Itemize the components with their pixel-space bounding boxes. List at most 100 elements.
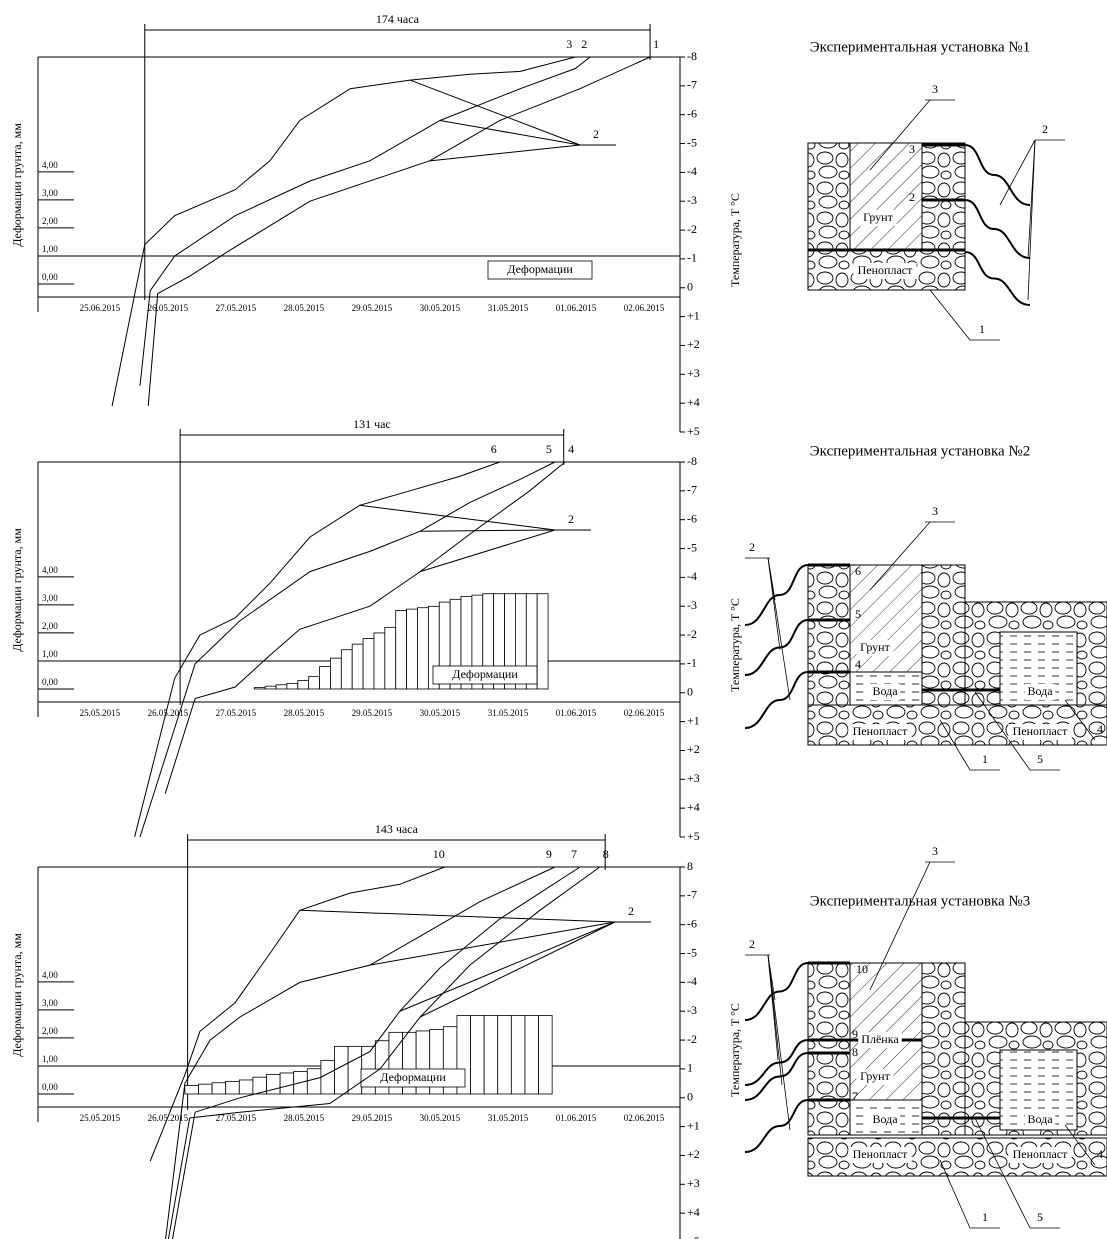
leader	[869, 861, 931, 991]
diagram-label: 2	[1042, 122, 1048, 136]
y2-tick-label: -6	[687, 106, 697, 120]
y2-tick-label: +2	[687, 337, 700, 351]
series-label: 2	[581, 37, 587, 51]
diagram-label: 2	[909, 190, 915, 204]
x-tick-label: 29.05.2015	[352, 303, 393, 313]
y2-tick-label: -3	[687, 598, 697, 612]
y2-tick-label: -1	[687, 656, 697, 670]
y-tick-label: 2,00	[42, 621, 58, 631]
deformation-bar	[279, 1072, 295, 1095]
y-tick-label: 2,00	[42, 1026, 58, 1036]
y2-tick-label: -2	[687, 1032, 697, 1046]
pointer-line	[419, 921, 616, 1018]
y2-tick-label: 0	[687, 685, 693, 699]
series-label: 10	[433, 847, 445, 861]
y2-axis-title: Температура, T °C	[728, 598, 742, 692]
y2-tick-label: +4	[687, 395, 700, 409]
deformation-bar	[198, 1083, 213, 1095]
y2-tick-label: -5	[687, 540, 697, 554]
x-tick-label: 27.05.2015	[216, 708, 257, 718]
series-label: 9	[546, 847, 552, 861]
x-tick-label: 30.05.2015	[420, 303, 461, 313]
diagram-label-bg	[856, 1069, 894, 1085]
x-tick-label: 29.05.2015	[352, 708, 393, 718]
deformation-bar	[319, 666, 331, 690]
diagram-title: Экспериментальная установка №1	[810, 39, 1031, 55]
series-label: 4	[568, 442, 574, 456]
diagram-label: Пенопласт	[853, 724, 908, 738]
diagram-label-bg	[848, 1147, 912, 1163]
temperature-line	[165, 866, 556, 1239]
leader	[1064, 699, 1096, 741]
x-tick-label: 31.05.2015	[488, 1113, 529, 1123]
diagram-label: Вода	[1027, 684, 1053, 698]
leader	[869, 521, 931, 591]
diagram-label: Грунт	[860, 1069, 890, 1083]
x-tick-label: 31.05.2015	[488, 303, 529, 313]
y2-tick-label: -5	[687, 945, 697, 959]
diagram-label: 4	[1097, 1147, 1103, 1161]
y2-tick-label: -2	[687, 627, 697, 641]
diagram-label: 1	[979, 322, 985, 336]
diagram-label-bg	[1008, 1147, 1072, 1163]
span-label: 174 часа	[376, 12, 420, 26]
diagram-block	[849, 142, 923, 251]
diagram-label: Вода	[872, 684, 898, 698]
diagram-label: 5	[1037, 752, 1043, 766]
diagram-label: Вода	[872, 1112, 898, 1126]
diagram-label: 7	[852, 1089, 858, 1103]
deformation-label: Деформации	[380, 1070, 446, 1084]
deformation-bar	[384, 626, 397, 690]
x-tick-label: 29.05.2015	[352, 1113, 393, 1123]
y2-tick-label: -8	[687, 49, 697, 63]
deformation-bar	[510, 1015, 526, 1095]
pointer-line	[399, 921, 616, 1012]
diagram-label: Пенопласт	[858, 263, 913, 277]
y2-tick-label: -3	[687, 1003, 697, 1017]
deformation-bar	[253, 687, 266, 690]
y2-tick-label: +1	[687, 713, 700, 727]
diagram-label: 4	[1097, 722, 1103, 736]
y2-tick-label: +3	[687, 771, 700, 785]
sensor-wire	[744, 1052, 809, 1101]
diagram-label: Вода	[1027, 1112, 1053, 1126]
span-label: 131 час	[353, 417, 391, 431]
leader	[939, 1159, 971, 1229]
y-axis-title: Деформации грунта, мм	[10, 933, 24, 1057]
y2-tick-label: +5	[687, 424, 700, 438]
diagram-label: 9	[852, 1027, 858, 1041]
y2-tick-label: -4	[687, 974, 697, 988]
y2-tick-label: -7	[687, 888, 697, 902]
y2-tick-label: +5	[687, 829, 700, 843]
deformation-label-box	[432, 665, 538, 685]
deformation-label: Деформации	[507, 262, 573, 276]
y-tick-label: 3,00	[42, 593, 58, 603]
temperature-line	[147, 56, 651, 407]
y2-tick-label: -7	[687, 78, 697, 92]
x-tick-label: 02.06.2015	[624, 303, 665, 313]
deformation-bar	[497, 1015, 512, 1095]
diagram-label: 4	[855, 657, 861, 671]
y2-tick-label: -7	[687, 483, 697, 497]
y2-tick-label: +1	[687, 308, 700, 322]
diagram-label: 10	[856, 962, 868, 976]
deformation-bar	[238, 1079, 254, 1095]
diagram-label: 6	[855, 564, 861, 578]
series-label: 6	[491, 442, 497, 456]
pointer-line	[420, 529, 556, 532]
deformation-bar	[308, 675, 320, 690]
diagram-label: 5	[855, 607, 861, 621]
y-tick-label: 2,00	[42, 216, 58, 226]
sensor-wire	[964, 251, 1031, 306]
sensor-wire	[744, 962, 809, 1021]
sensor-wire	[744, 1099, 809, 1153]
pointer-line	[420, 529, 556, 573]
x-tick-label: 26.05.2015	[148, 303, 189, 313]
y2-tick-label: -1	[687, 251, 697, 265]
diagram-label: 1	[982, 1210, 988, 1224]
x-tick-label: 01.06.2015	[556, 708, 597, 718]
deformation-label: Деформации	[452, 667, 518, 681]
deformation-bar	[184, 1085, 199, 1095]
diagram-label-bg	[856, 640, 894, 656]
